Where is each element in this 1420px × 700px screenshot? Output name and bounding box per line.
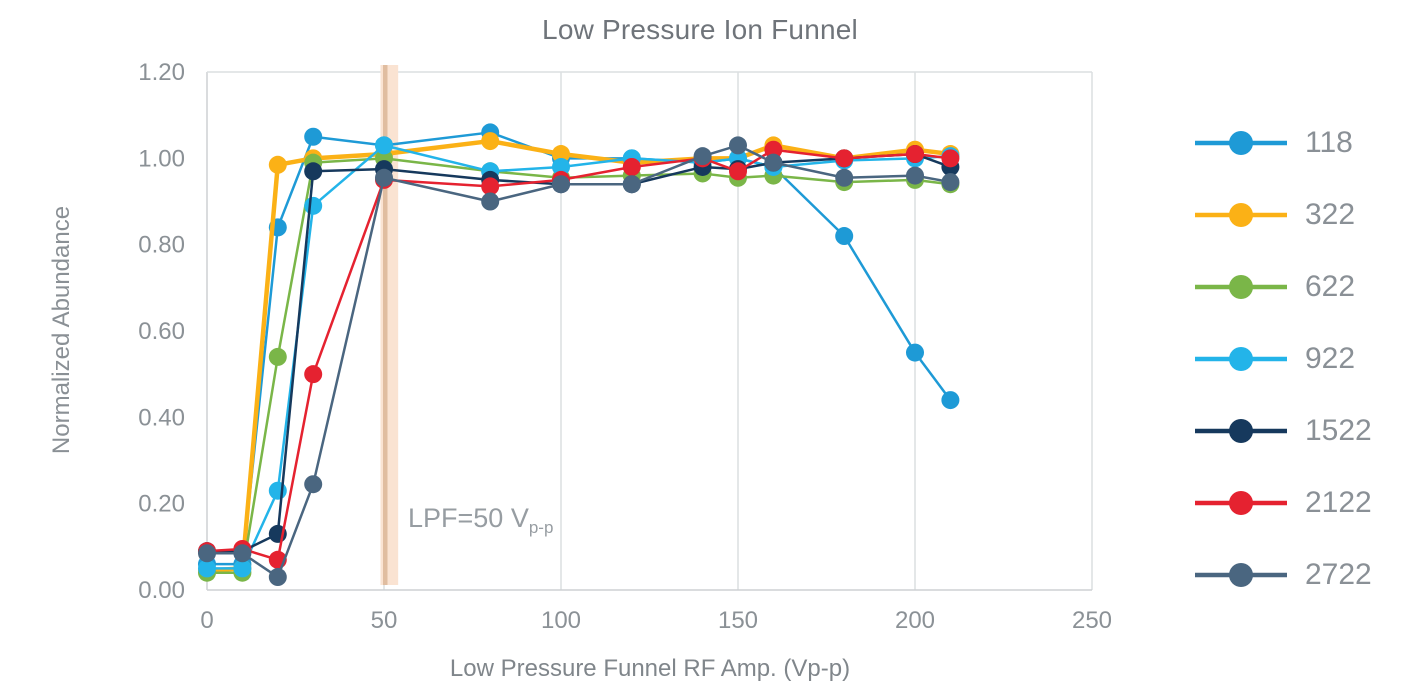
legend-item-2722: 2722 xyxy=(1193,539,1372,611)
y-tick-label: 1.20 xyxy=(138,59,185,86)
legend-label-1522: 1522 xyxy=(1305,414,1372,447)
y-tick-label: 0.00 xyxy=(138,577,185,604)
data-point xyxy=(835,168,854,187)
legend-marker-922 xyxy=(1195,347,1287,371)
x-tick-label: 0 xyxy=(200,607,213,634)
data-point xyxy=(304,127,323,146)
data-point xyxy=(552,175,570,194)
series-line-1522 xyxy=(207,152,951,553)
legend-marker-2722 xyxy=(1195,563,1287,587)
y-tick-label: 0.80 xyxy=(138,232,185,259)
band-annotation-text: LPF=50 V xyxy=(408,503,529,533)
series-line-2722 xyxy=(207,144,951,579)
legend-dot xyxy=(1229,347,1253,371)
y-tick-label: 1.00 xyxy=(138,145,185,172)
legend-item-1522: 1522 xyxy=(1193,395,1372,467)
data-point xyxy=(304,365,323,384)
data-point xyxy=(481,132,500,151)
legend-label-922: 922 xyxy=(1305,342,1356,375)
data-point xyxy=(906,343,924,362)
tick-labels: 0 50 100 150 200 250 0.00 0.20 0.40 0.60 0.80 1.00 1… xyxy=(138,59,1112,634)
gridlines xyxy=(206,71,1093,591)
series-line-118 xyxy=(207,131,952,566)
data-point xyxy=(552,157,570,176)
legend-marker-2122 xyxy=(1195,491,1287,515)
legend-label-2122: 2122 xyxy=(1305,486,1372,519)
legend-dot xyxy=(1229,131,1253,155)
data-point xyxy=(729,162,747,181)
legend-marker-322 xyxy=(1195,203,1287,227)
data-point xyxy=(304,162,323,181)
y-tick-label: 0.40 xyxy=(138,404,185,431)
legend-item-622: 622 xyxy=(1193,251,1372,323)
series-922 xyxy=(198,136,960,578)
legend-item-922: 922 xyxy=(1193,323,1372,395)
data-point xyxy=(693,147,712,166)
data-point xyxy=(304,475,323,494)
legend-marker-1522 xyxy=(1195,419,1287,443)
x-tick-label: 150 xyxy=(718,607,758,634)
data-point xyxy=(198,559,216,578)
legend-marker-118 xyxy=(1195,131,1287,155)
legend-dot xyxy=(1229,275,1253,299)
legend-dot xyxy=(1229,203,1253,227)
legend-label-622: 622 xyxy=(1305,270,1356,303)
data-point xyxy=(622,157,641,176)
chart-title: Low Pressure Ion Funnel xyxy=(542,14,858,45)
legend-dot xyxy=(1229,491,1253,515)
data-point xyxy=(906,166,924,185)
data-point xyxy=(764,140,783,159)
legend-label-118: 118 xyxy=(1305,126,1353,159)
data-point xyxy=(233,559,252,578)
data-point xyxy=(764,153,783,172)
data-point xyxy=(481,192,500,211)
x-tick-label: 250 xyxy=(1072,607,1112,634)
data-point xyxy=(552,145,570,164)
data-point xyxy=(941,391,960,410)
data-point xyxy=(268,568,287,587)
data-point xyxy=(375,168,393,187)
legend-item-118: 118 xyxy=(1193,107,1372,179)
legend: 118 322 622 922 1522 2122 2722 xyxy=(1193,107,1372,611)
series-line-622 xyxy=(207,157,951,574)
x-axis-label: Low Pressure Funnel RF Amp. (Vp-p) xyxy=(449,655,851,682)
series-line-922 xyxy=(207,144,951,570)
data-point xyxy=(622,175,641,194)
data-point xyxy=(198,544,216,563)
legend-label-322: 322 xyxy=(1305,198,1356,231)
legend-marker-622 xyxy=(1195,275,1287,299)
x-tick-label: 200 xyxy=(895,607,935,634)
legend-dot xyxy=(1229,419,1253,443)
data-point xyxy=(906,145,924,164)
data-point xyxy=(835,227,854,246)
y-tick-label: 0.20 xyxy=(138,491,185,518)
band-annotation: LPF=50 Vp-p xyxy=(408,503,553,538)
data-point xyxy=(304,196,323,215)
data-point xyxy=(729,136,747,155)
band-annotation-subscript: p-p xyxy=(528,518,554,537)
highlight-band xyxy=(380,65,399,585)
x-tick-label: 50 xyxy=(371,607,398,634)
data-point xyxy=(941,173,960,192)
series-2722 xyxy=(198,136,960,587)
data-point xyxy=(233,544,252,563)
data-point xyxy=(375,136,393,155)
legend-item-322: 322 xyxy=(1193,179,1372,251)
legend-dot xyxy=(1229,563,1253,587)
y-tick-label: 0.60 xyxy=(138,318,185,345)
y-axis-label: Normalized Abundance xyxy=(48,205,75,455)
legend-label-2722: 2722 xyxy=(1305,558,1372,591)
series-line-2122 xyxy=(206,148,951,562)
data-point xyxy=(941,149,960,168)
data-point xyxy=(268,347,287,366)
data-point xyxy=(268,481,287,500)
data-point xyxy=(481,177,500,196)
data-point xyxy=(268,155,287,174)
x-tick-label: 100 xyxy=(541,607,581,634)
legend-item-2122: 2122 xyxy=(1193,467,1372,539)
highlight-band-stripe xyxy=(383,65,388,585)
data-point xyxy=(835,149,854,168)
